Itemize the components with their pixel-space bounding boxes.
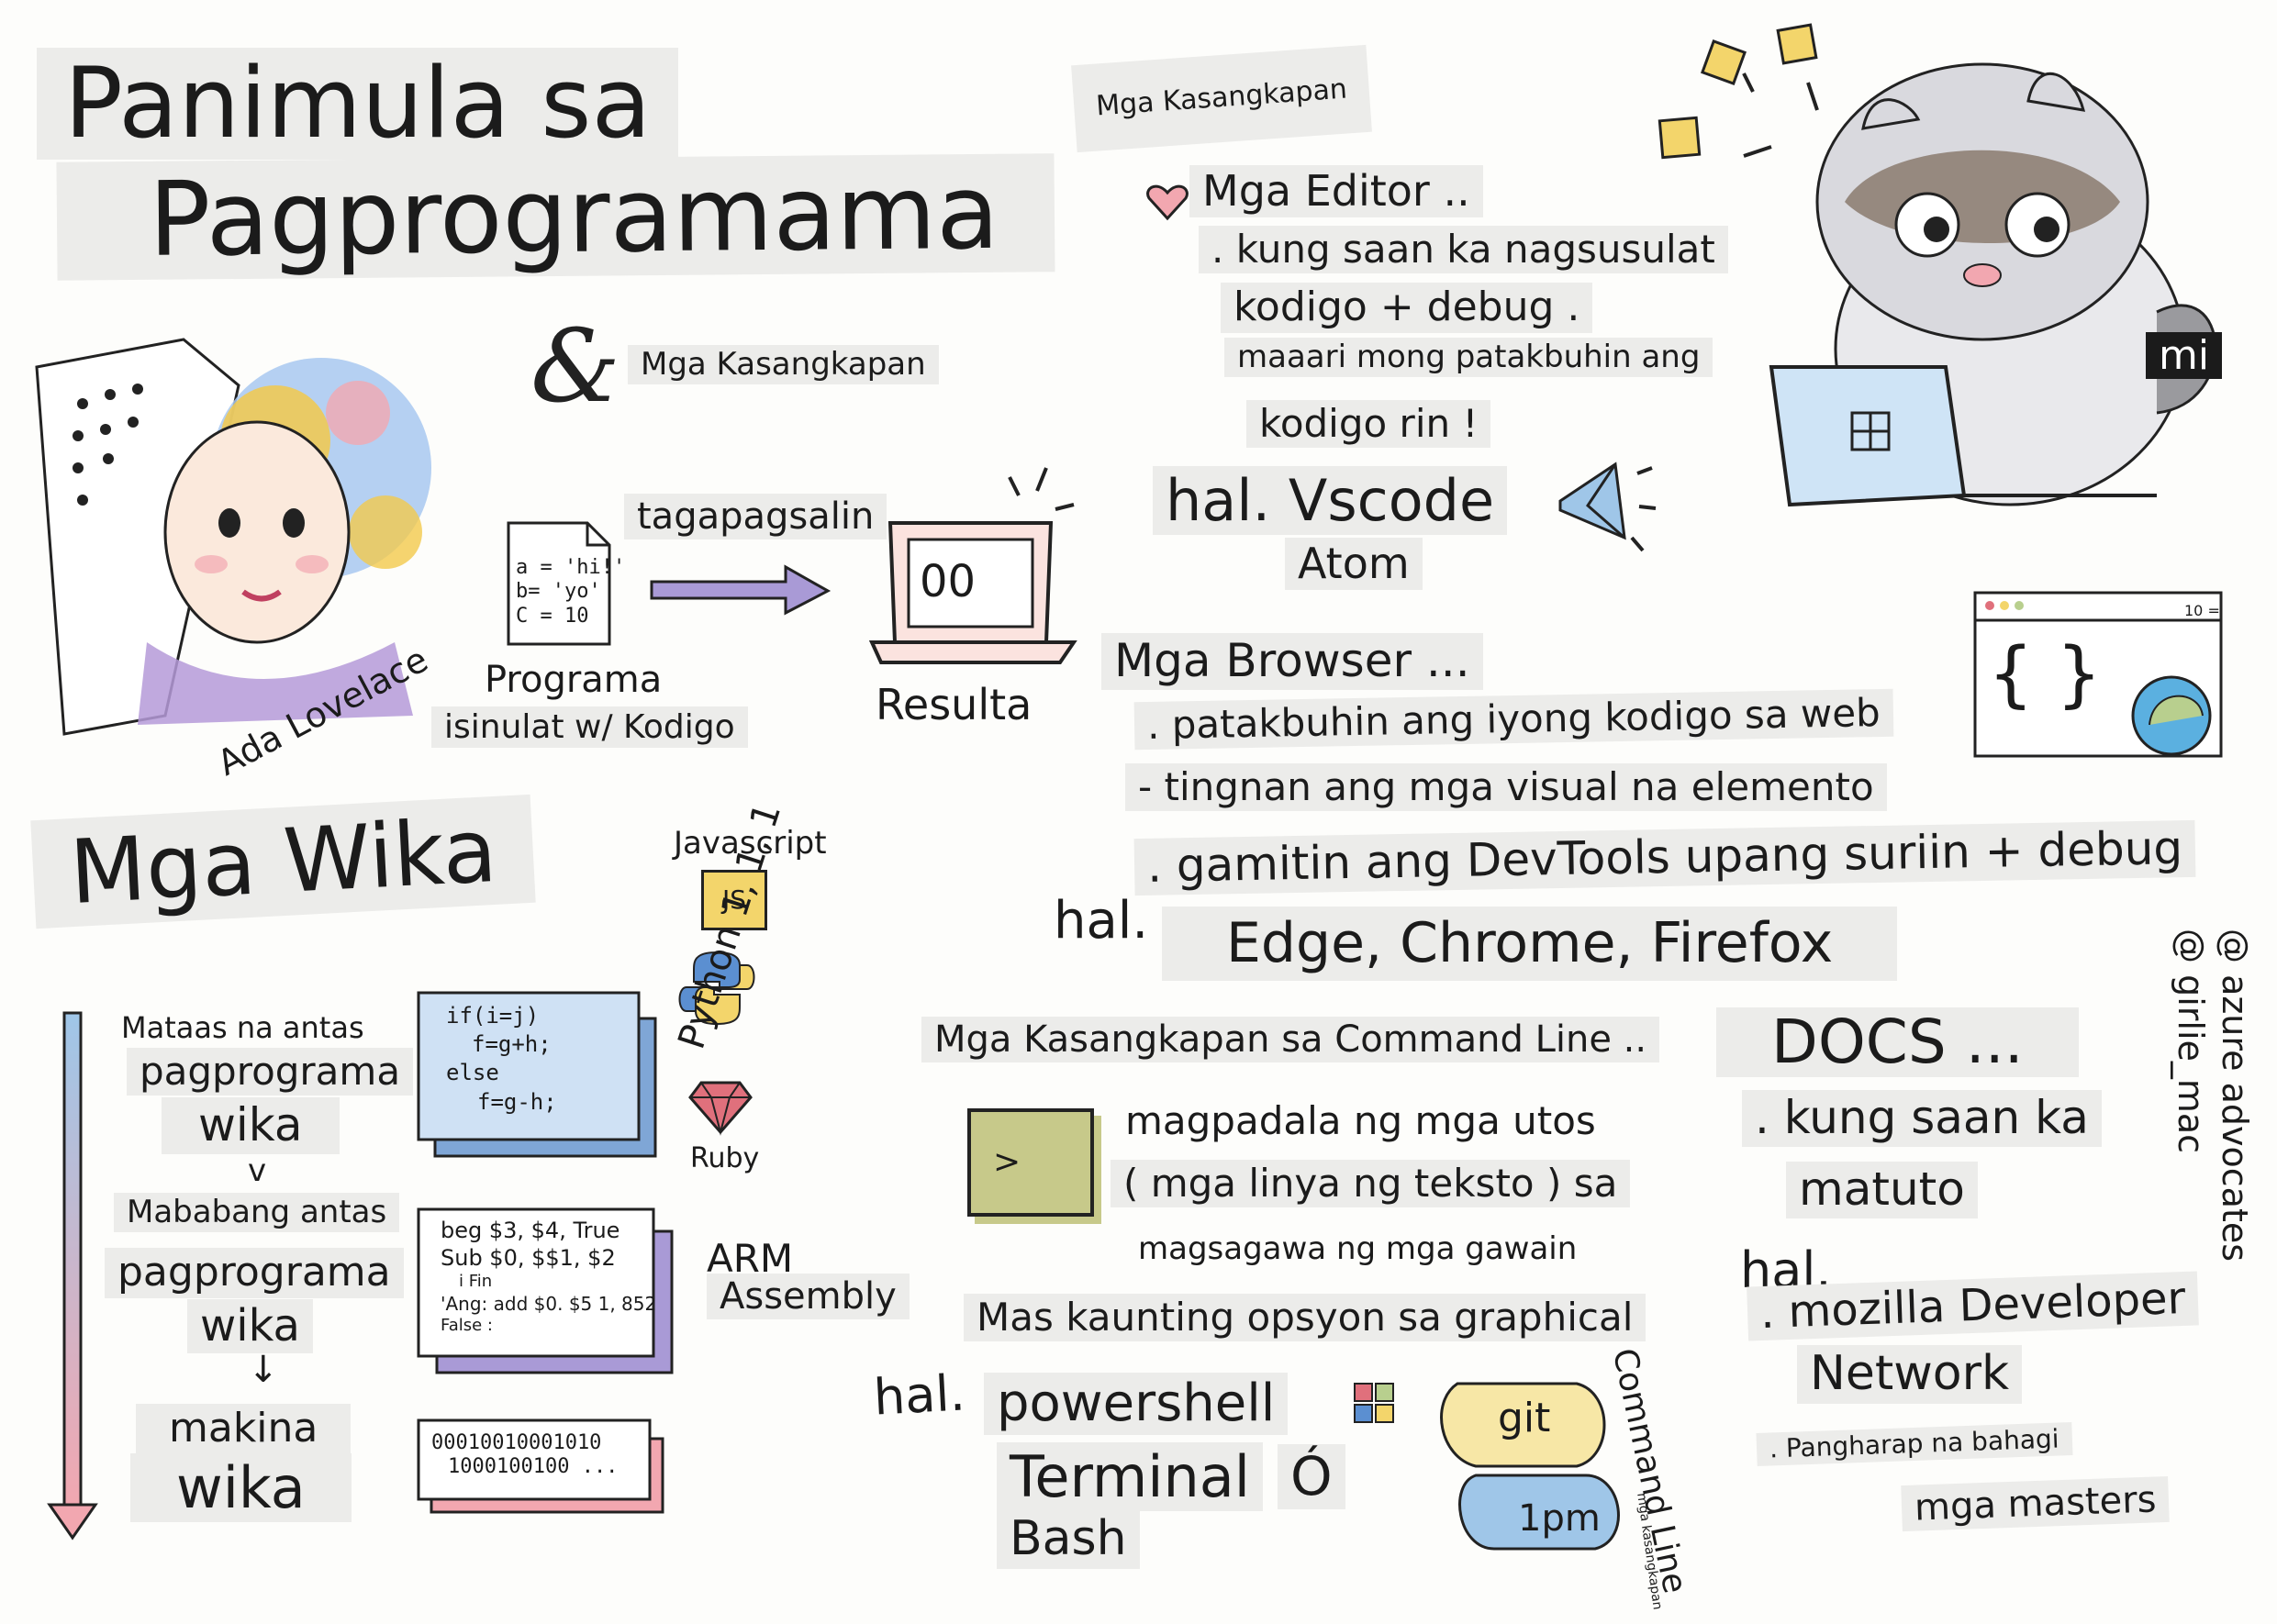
assembly-code-card: [417, 1207, 674, 1374]
assembly-code: beg $3, $4, True Sub $0, $$1, $2 i Fin '…: [441, 1217, 656, 1336]
code-document-lines: a = 'hi!' b= 'yo' C = 10: [516, 556, 625, 628]
browser-window-number: 10 =: [2184, 602, 2220, 619]
arm-label: ARM: [707, 1236, 794, 1281]
vscode-icon: [1558, 462, 1657, 552]
arrow-right-icon: [650, 564, 832, 616]
terminal-prompt: >: [993, 1143, 1021, 1181]
cli-hal: hal.: [872, 1363, 967, 1427]
curly-braces-icon: { }: [1988, 633, 2103, 716]
written-with-label: isinulat w/ Kodigo: [431, 706, 748, 749]
code-line: False :: [441, 1315, 493, 1335]
machine-code-card: [417, 1418, 664, 1514]
browsers-desc-1: . patakbuhin ang iyong kodigo sa web: [1133, 688, 1894, 751]
cli-desc-3: magsagawa ng mga gawain: [1138, 1230, 1578, 1267]
machine-code: 00010010001010 1000100100 ...: [431, 1431, 618, 1480]
translator-label: tagapagsalin: [624, 494, 887, 539]
code-line: 00010010001010: [431, 1431, 602, 1454]
editors-desc-2: kodigo + debug .: [1221, 283, 1593, 333]
code-line: b= 'yo': [516, 580, 601, 604]
cli-example-terminal: Terminal: [997, 1442, 1264, 1512]
docs-footer-1: . Pangharap na bahagi: [1756, 1422, 2073, 1467]
versus-label: v: [248, 1152, 267, 1189]
code-document-icon: [507, 521, 611, 646]
code-line: i Fin: [459, 1272, 493, 1291]
high-level-line3: wika: [162, 1097, 340, 1154]
editors-example-atom: Atom: [1285, 538, 1423, 590]
result-label: Resulta: [876, 680, 1032, 729]
terminal-icon: >: [967, 1108, 1094, 1217]
editors-desc-1: . kung saan ka nagsusulat: [1199, 226, 1728, 274]
browsers-example: Edge, Chrome, Firefox: [1162, 907, 1898, 981]
raccoon-mascot-illustration: [1658, 23, 2217, 507]
laptop-screen-output: 00: [920, 556, 977, 607]
cli-title: Mga Kasangkapan sa Command Line ..: [921, 1017, 1660, 1062]
mascot-tag: mi: [2146, 332, 2223, 379]
cli-desc-1: magpadala ng mga utos: [1125, 1098, 1596, 1143]
low-level-line2: pagprograma: [105, 1248, 404, 1298]
time-bubble-text: 1pm: [1518, 1497, 1601, 1540]
docs-footer-2: mga masters: [1901, 1475, 2171, 1532]
ampersand: &: [530, 307, 620, 425]
browsers-title: Mga Browser ...: [1101, 633, 1483, 690]
browser-window-icon: [1973, 591, 2223, 758]
title-line2: Pagprogramama: [56, 153, 1055, 281]
javascript-label: Javascript: [674, 825, 827, 862]
editors-desc-4: kodigo rin !: [1246, 400, 1491, 449]
down-arrow: [47, 1011, 98, 1541]
ada-lovelace-illustration: [35, 338, 431, 736]
windows-logo-icon: [1354, 1383, 1394, 1423]
title-line1: Panimula sa: [37, 48, 679, 160]
cli-graphical: Mas kaunting opsyon sa graphical: [964, 1294, 1646, 1342]
browsers-hal: hal.: [1054, 891, 1149, 951]
code-line: beg $3, $4, True: [441, 1218, 620, 1243]
intro-tools-label: Mga Kasangkapan: [628, 345, 939, 385]
editors-example: hal. Vscode: [1153, 466, 1508, 536]
browsers-desc-3: . gamitin ang DevTools upang suriin + de…: [1133, 819, 2196, 895]
tools-header: Mga Kasangkapan: [1071, 44, 1373, 152]
js-icon: JS: [701, 870, 767, 930]
docs-example-2: Network: [1797, 1345, 2023, 1404]
program-label: Programa: [485, 659, 663, 701]
credit-girlie-mac: @ girlie_mac: [2171, 929, 2211, 1154]
code-line: 'Ang: add $0. $5 1, 852: [441, 1292, 657, 1315]
machine-line1: makina: [136, 1404, 352, 1454]
high-level-code-card: [417, 991, 657, 1158]
code-line: 1000100100 ...: [448, 1455, 619, 1479]
checkmark-heart-icon: [1146, 184, 1189, 221]
laptop-icon: [868, 467, 1077, 664]
code-line: else: [446, 1060, 499, 1086]
ruby-icon: [688, 1081, 753, 1136]
high-level-line2: pagprograma: [127, 1048, 414, 1096]
cli-example-bash: Bash: [997, 1510, 1140, 1569]
docs-desc-2: matuto: [1786, 1162, 1978, 1218]
docs-title: DOCS ...: [1716, 1007, 2079, 1077]
code-line: if(i=j): [446, 1003, 540, 1029]
code-line: a = 'hi!': [516, 556, 626, 579]
cli-example-powershell: powershell: [984, 1373, 1289, 1436]
editors-title: Mga Editor ..: [1189, 165, 1483, 217]
python-icon: [678, 951, 755, 1026]
high-level-line1: Mataas na antas: [121, 1010, 364, 1045]
low-level-line1: Mababang antas: [114, 1193, 400, 1233]
code-line: f=g-h;: [477, 1088, 557, 1115]
machine-line2: wika: [130, 1453, 352, 1523]
low-level-line3: wika: [187, 1299, 313, 1354]
cli-desc-2: ( mga linya ng teksto ) sa: [1111, 1160, 1631, 1208]
browsers-desc-2: - tingnan ang mga visual na elemento: [1125, 763, 1887, 812]
assembly-label: Assembly: [707, 1274, 910, 1319]
high-level-code: if(i=j) f=g+h; else f=g-h;: [446, 1002, 557, 1117]
ruby-label: Ruby: [690, 1142, 760, 1174]
code-line: f=g+h;: [472, 1031, 552, 1058]
git-bubble-text: git: [1498, 1395, 1551, 1441]
code-line: Sub $0, $$1, $2: [441, 1245, 616, 1271]
editors-desc-3: maaari mong patakbuhin ang: [1224, 338, 1713, 378]
machine-arrow: ↓: [248, 1349, 279, 1391]
chat-bubbles-icon: [1440, 1382, 1620, 1551]
cli-example-or: Ó: [1278, 1444, 1345, 1509]
credit-azure-advocates: @ azure advocates: [2215, 929, 2255, 1262]
code-line: C = 10: [516, 604, 589, 628]
docs-desc-1: . kung saan ka: [1742, 1090, 2102, 1147]
languages-title: Mga Wika: [30, 794, 537, 929]
